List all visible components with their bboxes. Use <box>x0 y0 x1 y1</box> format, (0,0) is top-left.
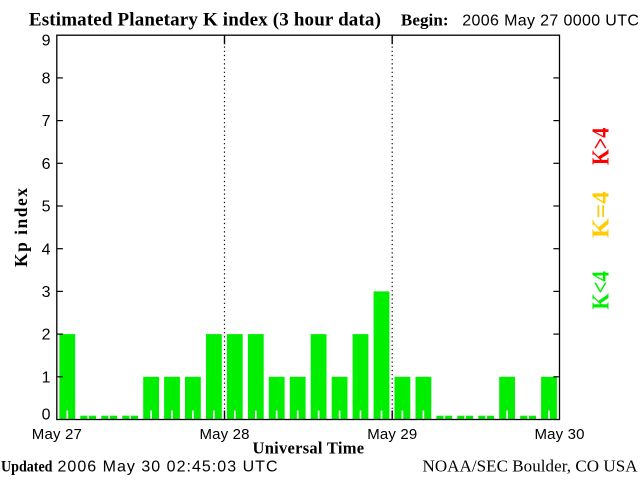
svg-text:K<4: K<4 <box>589 271 615 310</box>
svg-text:2: 2 <box>42 327 51 344</box>
svg-text:May 29: May 29 <box>367 426 417 443</box>
svg-text:3: 3 <box>42 284 51 301</box>
svg-text:May 27: May 27 <box>32 426 82 443</box>
svg-text:7: 7 <box>42 113 51 130</box>
svg-text:Estimated Planetary K index (3: Estimated Planetary K index (3 hour data… <box>29 9 381 30</box>
svg-text:0: 0 <box>42 407 51 424</box>
svg-text:6: 6 <box>42 156 51 173</box>
svg-text:Kp index: Kp index <box>11 188 31 267</box>
svg-text:NOAA/SEC Boulder, CO USA: NOAA/SEC Boulder, CO USA <box>423 457 639 476</box>
svg-text:Begin:: Begin: <box>401 10 449 29</box>
svg-text:Universal Time: Universal Time <box>253 438 365 457</box>
svg-text:K>4: K>4 <box>589 128 615 166</box>
svg-text:2006 May 27 0000 UTC: 2006 May 27 0000 UTC <box>462 12 639 29</box>
svg-text:1: 1 <box>42 369 51 386</box>
svg-text:4: 4 <box>42 241 51 258</box>
svg-text:9: 9 <box>42 32 51 49</box>
svg-text:8: 8 <box>42 71 51 88</box>
svg-text:May 28: May 28 <box>200 426 250 443</box>
svg-text:K=4: K=4 <box>589 191 615 238</box>
svg-text:May 30: May 30 <box>535 426 585 443</box>
svg-text:5: 5 <box>42 199 51 216</box>
svg-text:2006 May 30 02:45:03 UTC: 2006 May 30 02:45:03 UTC <box>58 459 278 476</box>
svg-text:Updated: Updated <box>1 459 53 476</box>
